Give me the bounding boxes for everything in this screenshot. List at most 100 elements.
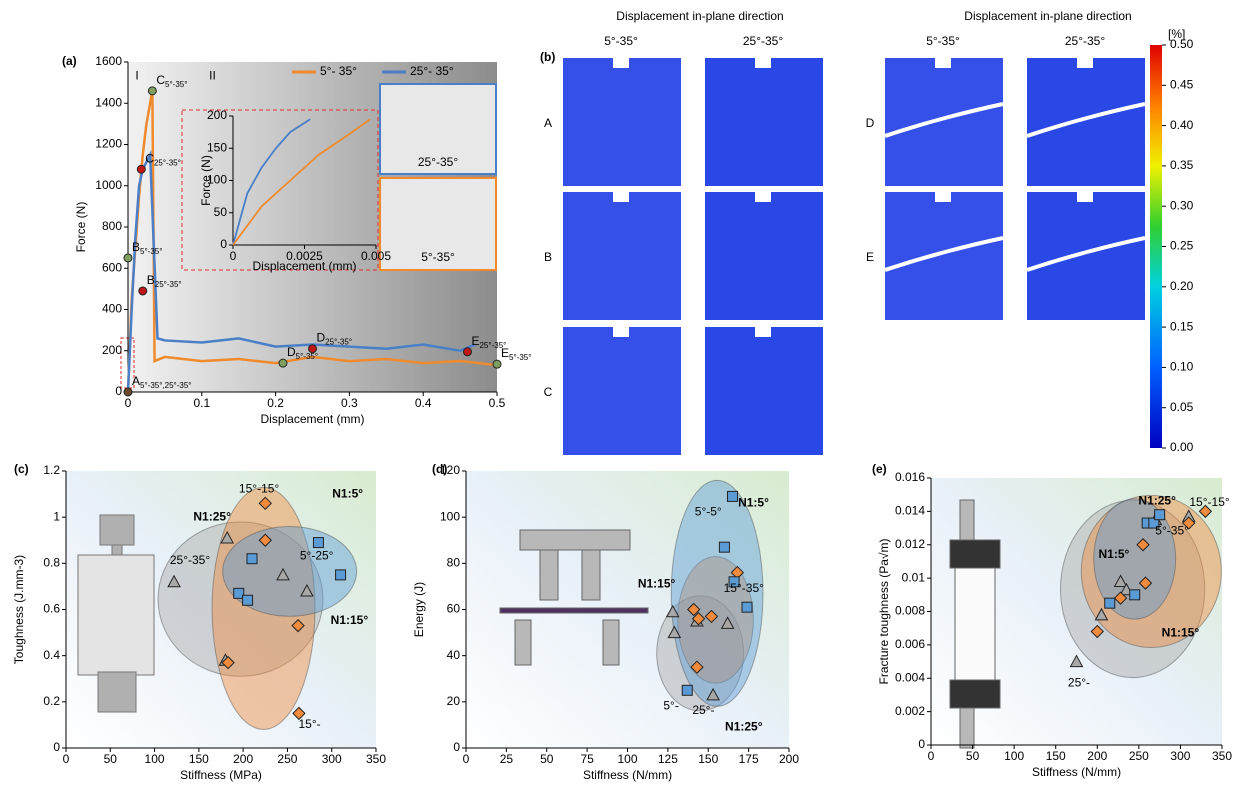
annotation: 15°-15° xyxy=(1189,495,1229,509)
point-subscript: 5°-35° xyxy=(296,352,318,361)
specimen-notch xyxy=(935,58,951,68)
y-tick-label: 200 xyxy=(207,108,227,122)
marker xyxy=(336,570,346,580)
point-letter: A xyxy=(132,374,140,388)
field-image xyxy=(705,192,823,320)
x-tick-label: 0.005 xyxy=(361,249,391,263)
point-letter: D xyxy=(317,331,326,345)
specimen-notch xyxy=(755,192,771,202)
x-tick-label: 50 xyxy=(966,749,980,763)
specimen-notch xyxy=(1077,192,1093,202)
y-tick-label: 150 xyxy=(207,140,227,154)
y-tick-label: 1 xyxy=(53,509,60,523)
x-tick-label: 150 xyxy=(1046,749,1066,763)
point-subscript: 5°-35° xyxy=(165,80,187,89)
annotation: 25°- xyxy=(1068,675,1090,689)
y-tick-label: 20 xyxy=(447,694,461,708)
colorbar-tick-label: 0.15 xyxy=(1170,319,1194,333)
y-tick-label: 100 xyxy=(440,509,460,523)
x-tick-label: 175 xyxy=(739,752,759,766)
y-tick-label: 0.016 xyxy=(895,470,925,484)
region-label: II xyxy=(209,69,216,83)
figure: 00.10.20.30.40.5020040060080010001200140… xyxy=(0,0,1238,798)
point-marker xyxy=(279,359,287,367)
field-image xyxy=(563,327,681,455)
x-tick-label: 300 xyxy=(322,752,342,766)
region-label: I xyxy=(135,69,138,83)
annotation: 25°-35° xyxy=(170,553,210,567)
panel-label: (e) xyxy=(872,462,887,476)
y-axis-title: Toughness (J.mm-3) xyxy=(12,555,26,664)
y-tick-label: 1.2 xyxy=(43,463,60,477)
x-tick-label: 0 xyxy=(463,752,470,766)
colorbar-tick-label: 0.00 xyxy=(1170,440,1194,454)
row-label: D xyxy=(866,116,875,130)
x-tick-label: 250 xyxy=(277,752,297,766)
y-axis-title: Fracture toughness (Pa√m) xyxy=(877,539,891,685)
field-image xyxy=(705,327,823,455)
x-tick-label: 50 xyxy=(540,752,554,766)
field-image xyxy=(563,192,681,320)
x-tick-label: 0 xyxy=(63,752,70,766)
y-tick-label: 0 xyxy=(115,384,122,398)
field-image xyxy=(885,58,1003,186)
inset-image-label: 5°-35° xyxy=(421,250,455,264)
colorbar-tick-label: 0.30 xyxy=(1170,198,1194,212)
annotation: N1:15° xyxy=(638,576,676,590)
annotation: 5°-25° xyxy=(300,549,334,563)
point-marker xyxy=(137,165,145,173)
point-marker xyxy=(493,360,501,368)
annotation: 15°-15° xyxy=(239,482,279,496)
colorbar-tick-label: 0.10 xyxy=(1170,360,1194,374)
y-axis-title: Energy (J) xyxy=(412,582,426,637)
x-tick-label: 100 xyxy=(145,752,165,766)
row-label: A xyxy=(544,116,552,130)
annotation: N1:15° xyxy=(1162,625,1200,639)
y-tick-label: 1400 xyxy=(95,95,122,109)
x-axis-title: Stiffness (N/mm) xyxy=(1032,765,1121,779)
column-label: 25°-35° xyxy=(1065,34,1105,48)
marker xyxy=(742,602,752,612)
point-subscript: 25°-35° xyxy=(154,158,181,167)
colorbar-tick-label: 0.45 xyxy=(1170,77,1194,91)
x-axis-title: Stiffness (N/mm) xyxy=(583,768,672,782)
point-letter: B xyxy=(132,240,140,254)
specimen-notch xyxy=(1077,58,1093,68)
y-tick-label: 1000 xyxy=(95,178,122,192)
x-tick-label: 150 xyxy=(698,752,718,766)
specimen-notch xyxy=(755,327,771,337)
point-marker xyxy=(124,254,132,262)
x-axis-title: Stiffness (MPa) xyxy=(180,768,262,782)
y-tick-label: 200 xyxy=(102,343,122,357)
marker xyxy=(247,554,257,564)
column-label: 5°-35° xyxy=(604,34,638,48)
legend-label: 25°- 35° xyxy=(410,64,454,78)
y-axis-title: Force (N) xyxy=(199,155,213,206)
point-letter: C xyxy=(145,151,154,165)
y-tick-label: 0 xyxy=(220,237,227,251)
x-tick-label: 0.2 xyxy=(267,396,284,410)
panel-label: (c) xyxy=(14,462,29,476)
annotation: N1:5° xyxy=(1099,547,1130,561)
point-subscript: 5°-35° xyxy=(509,353,531,362)
annotation: N1:25° xyxy=(193,509,231,523)
page: {"chart_data": [ {"type": "line", "label… xyxy=(0,0,1238,798)
annotation: 15°-35° xyxy=(724,581,764,595)
y-tick-label: 0.012 xyxy=(895,537,925,551)
annotation: N1:25° xyxy=(1138,494,1176,508)
x-tick-label: 350 xyxy=(366,752,386,766)
point-label: E5°-35° xyxy=(501,346,531,362)
point-subscript: 25°-35° xyxy=(325,338,352,347)
field-image xyxy=(563,58,681,186)
x-tick-label: 100 xyxy=(617,752,637,766)
annotation: 5°-5° xyxy=(695,505,722,519)
colorbar xyxy=(1150,45,1162,448)
field-image xyxy=(705,58,823,186)
x-tick-label: 350 xyxy=(1212,749,1232,763)
y-tick-label: 0.004 xyxy=(895,670,925,684)
point-subscript: 5°-35° xyxy=(140,247,162,256)
y-tick-label: 800 xyxy=(102,219,122,233)
annotation: 25°- xyxy=(692,703,714,717)
x-tick-label: 0 xyxy=(928,749,935,763)
panel-title: Displacement in-plane direction xyxy=(964,9,1131,23)
